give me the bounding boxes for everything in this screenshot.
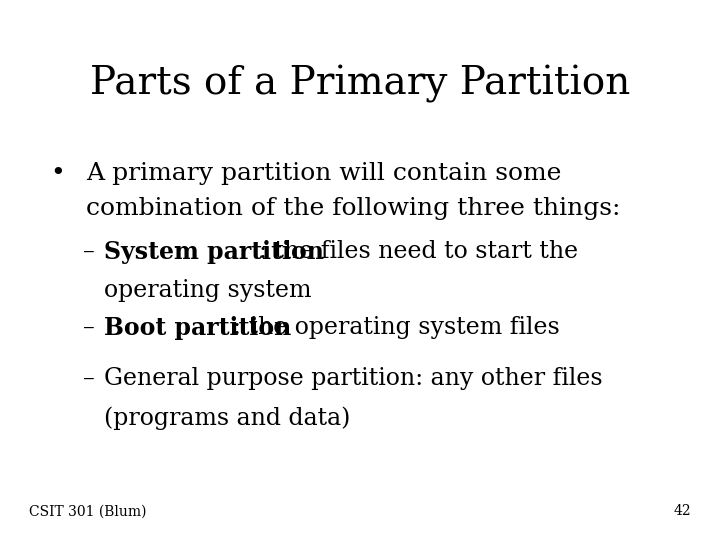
Text: –: – xyxy=(83,367,94,390)
Text: –: – xyxy=(83,316,94,339)
Text: operating system: operating system xyxy=(104,279,312,302)
Text: System partition: System partition xyxy=(104,240,324,264)
Text: Boot partition: Boot partition xyxy=(104,316,292,340)
Text: : the operating system files: : the operating system files xyxy=(233,316,559,339)
Text: : the files need to start the: : the files need to start the xyxy=(259,240,578,264)
Text: CSIT 301 (Blum): CSIT 301 (Blum) xyxy=(29,504,146,518)
Text: •: • xyxy=(50,162,65,185)
Text: (programs and data): (programs and data) xyxy=(104,406,351,430)
Text: A primary partition will contain some: A primary partition will contain some xyxy=(86,162,562,185)
Text: 42: 42 xyxy=(674,504,691,518)
Text: combination of the following three things:: combination of the following three thing… xyxy=(86,197,621,220)
Text: Parts of a Primary Partition: Parts of a Primary Partition xyxy=(90,65,630,103)
Text: –: – xyxy=(83,240,94,264)
Text: General purpose partition: any other files: General purpose partition: any other fil… xyxy=(104,367,603,390)
